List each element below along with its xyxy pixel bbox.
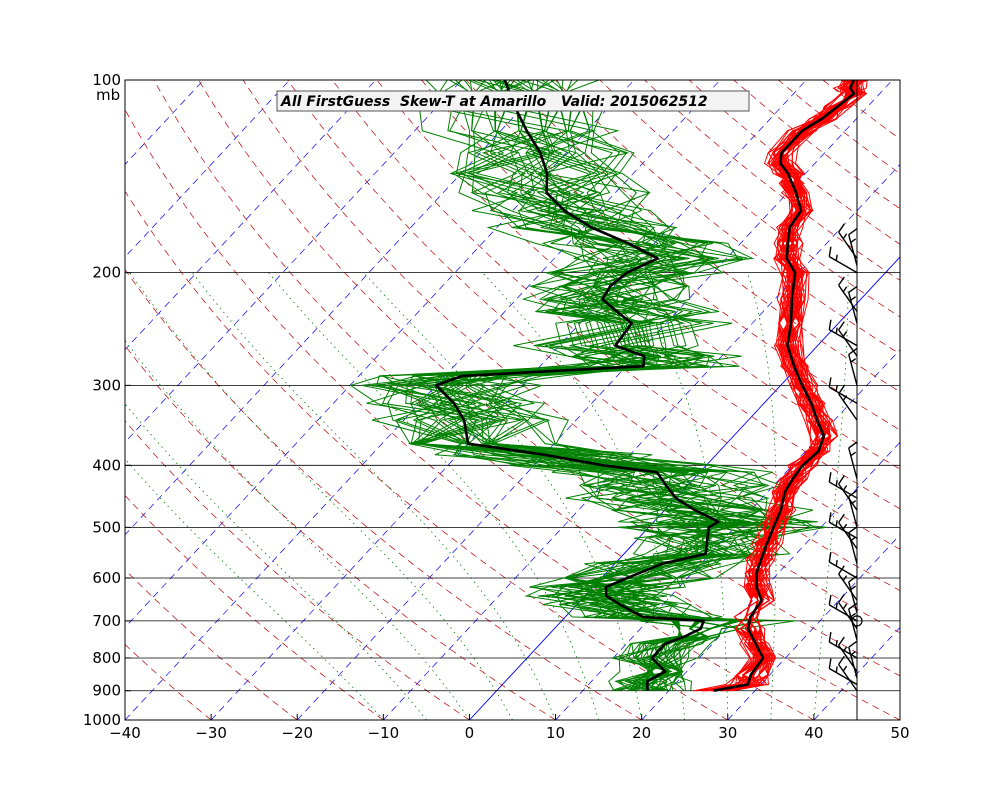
moist-adiabat-line — [747, 272, 777, 720]
x-tick-label: 40 — [804, 724, 823, 742]
wind-barb — [828, 631, 858, 659]
plot-frame — [124, 79, 901, 721]
y-tick-label: 300 — [92, 376, 121, 394]
y-tick-label: 200 — [92, 264, 121, 282]
dewpoint-mean-line — [434, 80, 720, 691]
wind-barb — [838, 655, 858, 692]
y-tick-label: 700 — [92, 612, 121, 630]
wind-barb — [828, 377, 858, 404]
wind-barb — [828, 512, 858, 539]
y-tick-label: 800 — [92, 649, 121, 667]
wind-barb — [828, 658, 858, 686]
isotherm-line — [727, 534, 900, 720]
x-tick-label: 10 — [546, 724, 565, 742]
ensemble-member-line — [723, 80, 857, 692]
isotherm-line — [899, 719, 900, 720]
isotherm-line — [125, 80, 549, 536]
isotherm-line — [0, 80, 31, 720]
wind-barb — [848, 441, 858, 480]
y-tick-label: 400 — [92, 456, 121, 474]
wind-barb — [848, 228, 858, 266]
dry-adiabat-line — [153, 80, 900, 720]
dry-adiabat-line — [125, 345, 556, 720]
wind-barb — [848, 286, 858, 324]
wind-barb — [828, 246, 858, 274]
isotherm-line — [641, 441, 900, 720]
ensemble-member-line — [493, 80, 748, 691]
x-tick-label: −10 — [368, 724, 400, 742]
chart-title: All FirstGuess Skew-T at Amarillo Valid:… — [280, 94, 708, 110]
wind-barb — [838, 276, 858, 312]
wind-barb — [828, 319, 858, 347]
dry-adiabat-line — [332, 80, 900, 550]
dry-adiabat-line — [287, 80, 900, 592]
dry-adiabat-line — [465, 80, 900, 431]
ensemble-member-line — [438, 80, 711, 692]
dry-adiabat-line — [125, 108, 815, 720]
y-tick-label: 600 — [92, 569, 121, 587]
wind-barb — [828, 552, 858, 579]
wind-barb — [838, 321, 858, 357]
dry-adiabat-line — [125, 420, 470, 720]
isotherm-line — [125, 80, 635, 628]
x-tick-label: 50 — [890, 724, 909, 742]
dry-adiabat-line — [510, 80, 900, 393]
x-tick-label: 0 — [465, 724, 475, 742]
x-tick-label: −40 — [109, 724, 141, 742]
wind-barb — [838, 565, 858, 601]
wind-barb — [828, 472, 858, 499]
x-tick-label: 20 — [632, 724, 651, 742]
wind-barb — [848, 348, 858, 386]
y-tick-label: 500 — [92, 518, 121, 536]
moist-adiabat-line — [619, 272, 729, 720]
plot-background — [125, 80, 900, 720]
ensemble-member-line — [709, 80, 854, 692]
y-tick-label: 1000 — [83, 711, 121, 729]
wind-barb — [838, 513, 858, 550]
x-tick-label: −30 — [195, 724, 227, 742]
dry-adiabat-line — [125, 494, 384, 720]
y-unit-label: mb — [96, 86, 120, 104]
wind-barb — [838, 223, 858, 259]
dry-adiabat-line — [421, 80, 900, 470]
y-tick-label: 900 — [92, 682, 121, 700]
dry-adiabat-line — [376, 80, 900, 510]
isotherm-line — [383, 163, 900, 720]
ensemble-member-line — [711, 80, 857, 692]
dry-adiabat-line — [555, 80, 900, 355]
isotherm-line — [125, 80, 463, 443]
dry-adiabat-line — [125, 569, 298, 720]
moist-adiabat-line — [813, 272, 849, 720]
ensemble-member-line — [467, 80, 827, 692]
y-tick-label: 100 — [92, 71, 121, 89]
chart-title-box: All FirstGuess Skew-T at Amarillo Valid:… — [276, 90, 750, 112]
temperature-mean-line — [713, 80, 856, 692]
dry-adiabat-line — [125, 268, 642, 720]
x-tick-label: 30 — [718, 724, 737, 742]
isotherm-line — [296, 80, 893, 720]
ensemble-member-line — [452, 80, 788, 692]
x-tick-label: −20 — [281, 724, 313, 742]
